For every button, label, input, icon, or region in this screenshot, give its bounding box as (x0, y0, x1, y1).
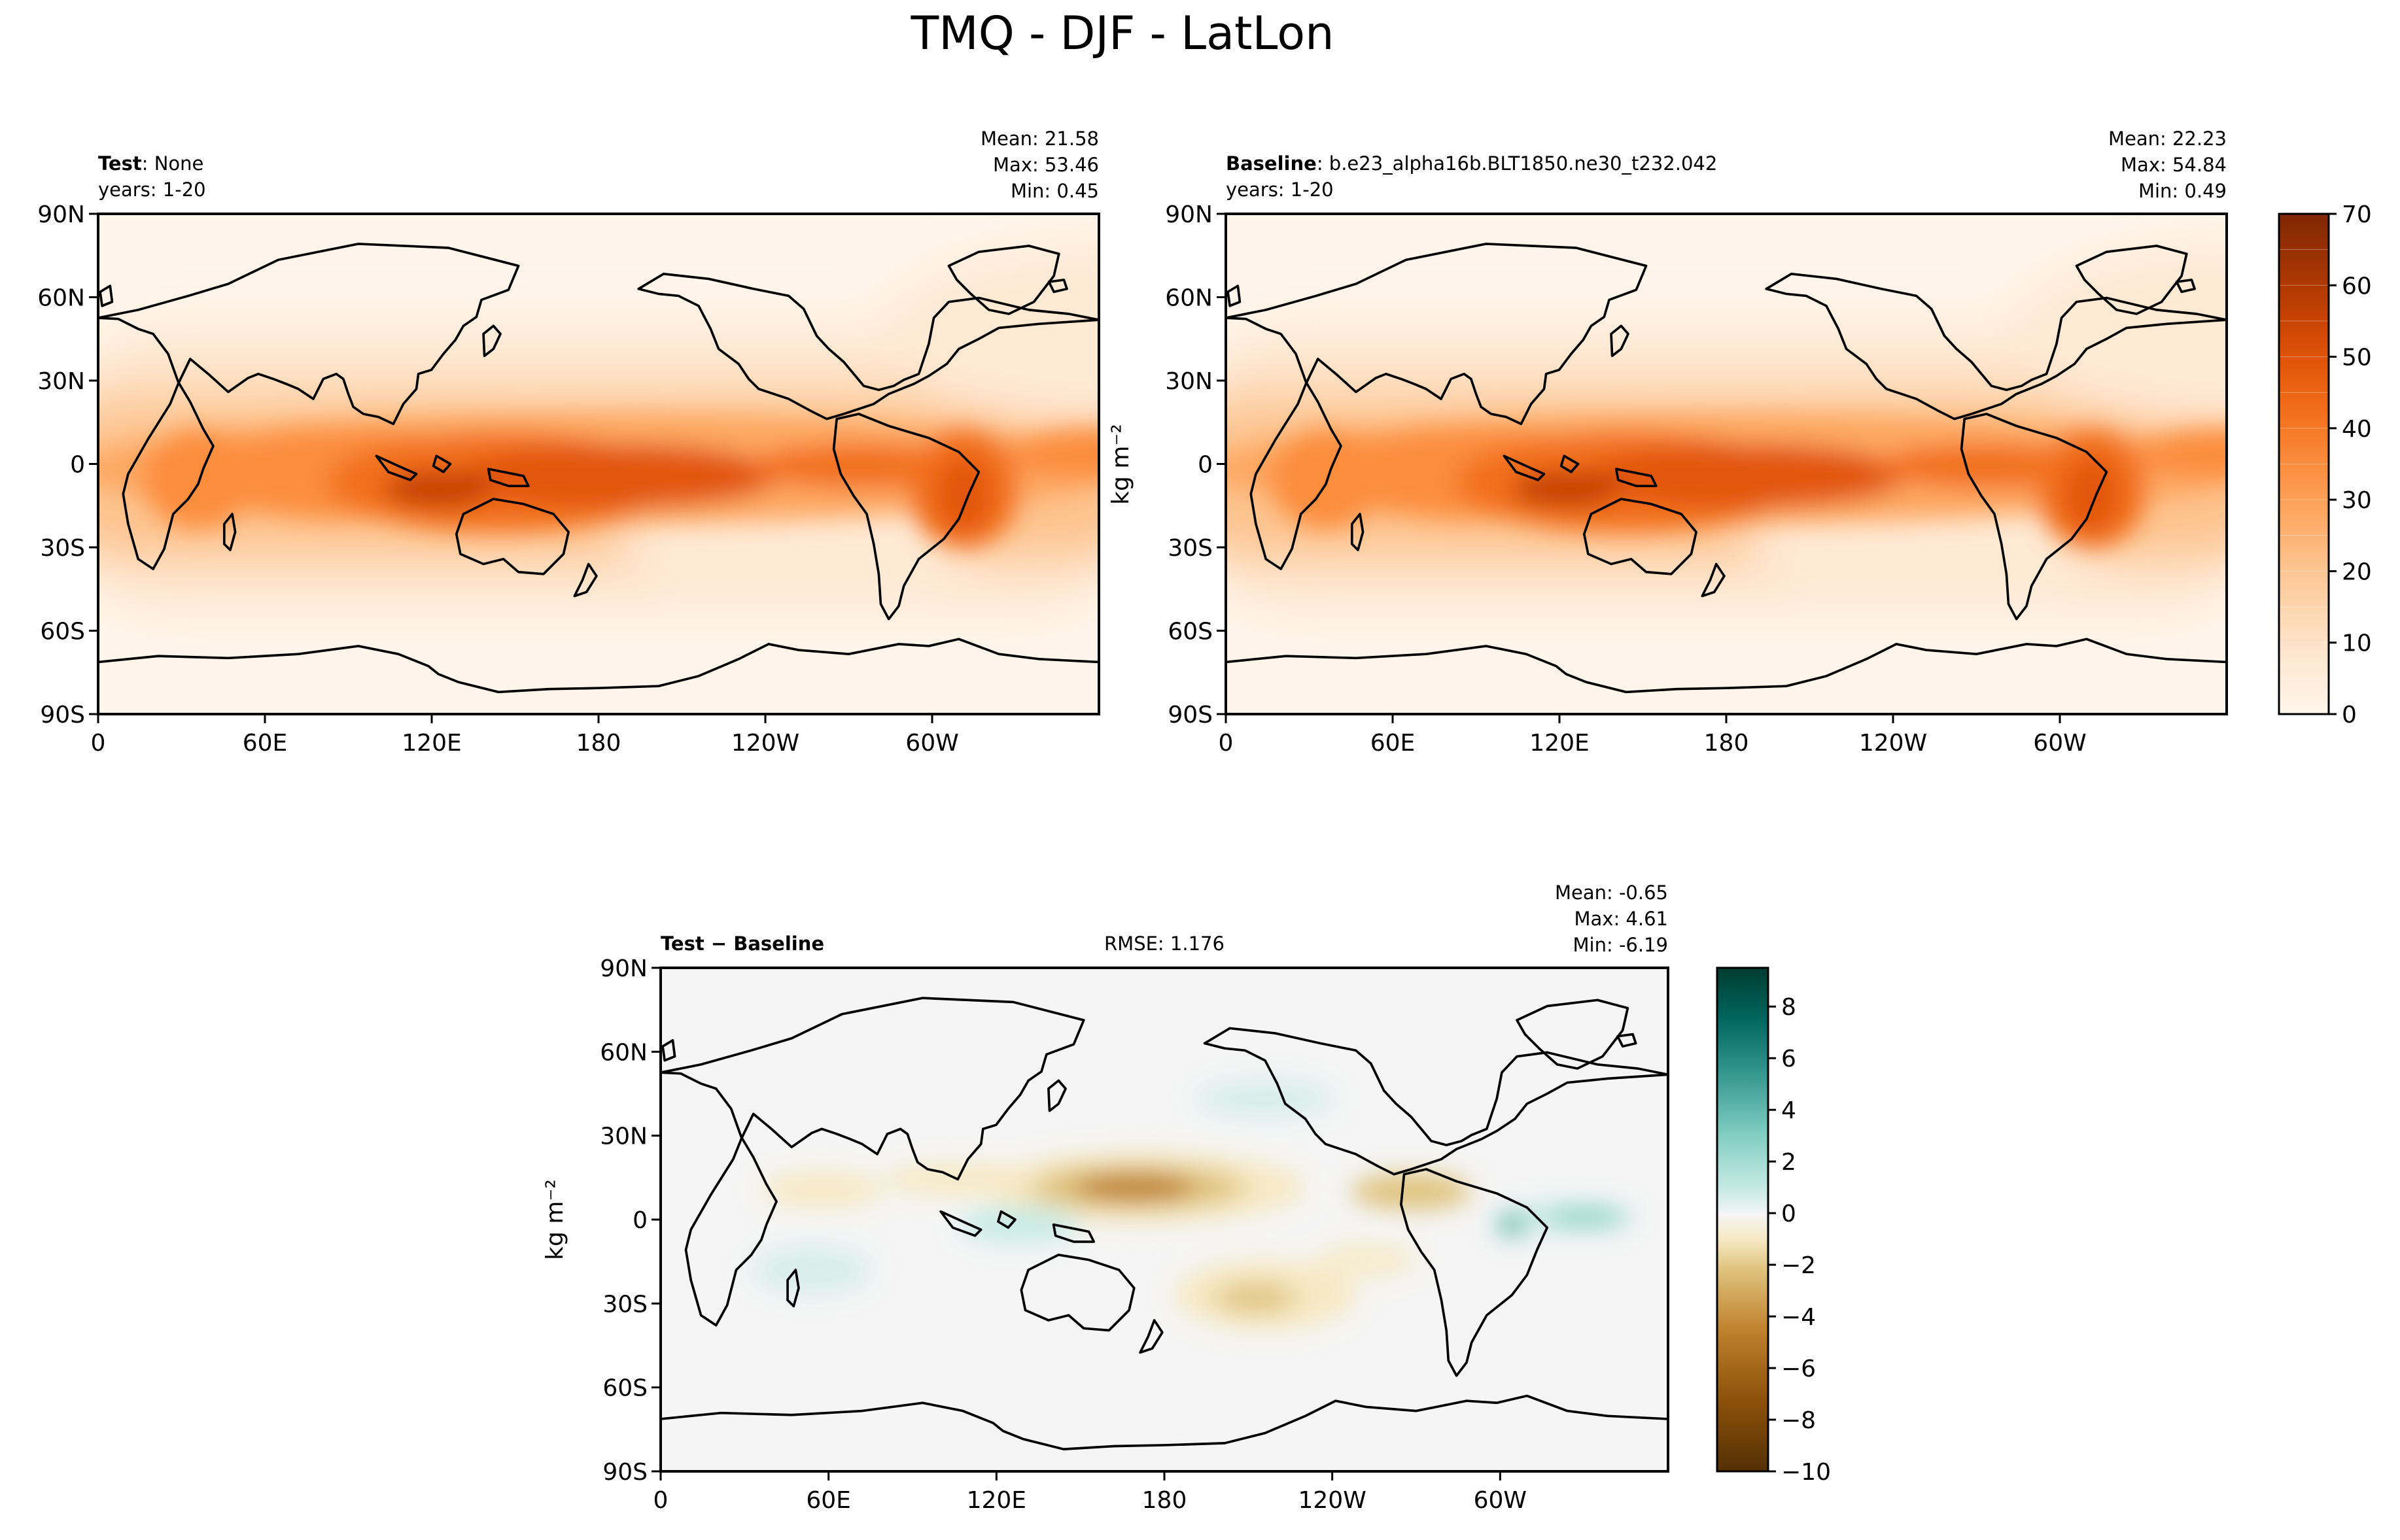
colorbar-main-tick-label: 0 (2342, 702, 2357, 728)
test-mean: Mean: 21.58 (981, 128, 1099, 150)
colorbar-diff-tick-label: 8 (1781, 994, 1796, 1021)
colorbar-diff-frame (1716, 967, 1769, 1473)
baseline-mean: Mean: 22.23 (2108, 128, 2227, 150)
lon-tick-label: 60E (1370, 730, 1416, 757)
colorbar-diff-tick-label: −4 (1781, 1304, 1816, 1331)
lat-tick-label: 0 (1198, 452, 1213, 479)
lon-tick-label: 120E (402, 730, 461, 757)
diff-map (661, 968, 1668, 1471)
baseline-max: Max: 54.84 (2121, 154, 2227, 176)
test-years: years: 1-20 (98, 179, 206, 201)
lon-tick-label: 0 (91, 730, 106, 757)
baseline-map (1226, 214, 2227, 714)
lat-tick-label: 30N (600, 1123, 648, 1150)
diff-min: Min: -6.19 (1573, 934, 1668, 956)
lon-tick-label: 0 (1219, 730, 1234, 757)
lat-tick-label: 30N (1165, 368, 1213, 395)
lat-tick-label: 30S (602, 1291, 648, 1318)
lon-tick-label: 120E (967, 1487, 1026, 1514)
colorbar-main-frame (2278, 213, 2330, 715)
figure-title: TMQ - DJF - LatLon (911, 7, 1334, 60)
colorbar-main: 0 10 20 30 40 50 60 70 (2278, 201, 2372, 728)
colorbar-main-tick-label: 50 (2342, 345, 2372, 371)
colorbar-diff-tick-label: −6 (1781, 1356, 1816, 1382)
colorbar-diff-tick-label: 4 (1781, 1097, 1796, 1124)
test-label: Test: None (98, 152, 203, 175)
colorbar-diff-tick-label: 6 (1781, 1046, 1796, 1072)
lat-tick-label: 30N (37, 368, 85, 395)
lat-tick-label: 60S (602, 1375, 648, 1402)
lat-tick-label: 0 (70, 452, 85, 479)
lat-tick-label: 90S (602, 1459, 648, 1486)
lat-tick-label: 90S (1168, 702, 1213, 728)
colorbar-diff-tick-label: −2 (1781, 1252, 1816, 1279)
lon-tick-label: 120E (1529, 730, 1589, 757)
colorbar-main-tick-label: 30 (2342, 487, 2372, 514)
panel-test: Test: None years: 1-20 Mean: 21.58 Max: … (37, 128, 1100, 757)
colorbar-main-tick-label: 10 (2342, 630, 2372, 657)
colorbar-diff: 8 6 4 2 0 −2 −4 −6 −8 −10 (1716, 967, 1831, 1486)
lat-tick-label: 60N (600, 1039, 648, 1066)
lon-tick-label: 120W (1859, 730, 1927, 757)
lat-tick-label: 90N (600, 955, 648, 982)
colorbar-main-tick-label: 70 (2342, 201, 2372, 228)
test-max: Max: 53.46 (993, 154, 1099, 176)
lon-tick-label: 60W (1474, 1487, 1527, 1514)
lat-tick-label: 60S (40, 619, 85, 645)
lon-tick-label: 120W (1298, 1487, 1366, 1514)
lon-tick-label: 120W (731, 730, 799, 757)
lon-tick-label: 60E (806, 1487, 851, 1514)
lat-tick-label: 60N (1165, 285, 1213, 312)
lat-tick-label: 60S (1168, 619, 1213, 645)
lat-tick-label: 30S (1168, 535, 1213, 562)
colorbar-main-tick-label: 60 (2342, 273, 2372, 299)
diff-units-label: kg m⁻² (542, 1179, 568, 1260)
lat-tick-label: 60N (37, 285, 85, 312)
diff-mean: Mean: -0.65 (1555, 881, 1668, 904)
lon-tick-label: 60W (2033, 730, 2086, 757)
lon-tick-label: 180 (576, 730, 621, 757)
lon-tick-label: 60W (905, 730, 958, 757)
diff-max: Max: 4.61 (1574, 908, 1668, 930)
colorbar-diff-tick-label: 2 (1781, 1149, 1796, 1176)
lon-tick-label: 180 (1142, 1487, 1187, 1514)
lat-tick-label: 30S (40, 535, 85, 562)
colorbar-main-tick-label: 20 (2342, 558, 2372, 585)
baseline-units-label: kg m⁻² (1107, 424, 1134, 505)
panel-diff: Test − Baseline RMSE: 1.176 Mean: -0.65 … (542, 881, 1669, 1514)
diff-rmse: RMSE: 1.176 (1104, 933, 1225, 955)
colorbar-diff-tick-label: −10 (1781, 1459, 1831, 1486)
lat-tick-label: 90S (40, 702, 85, 728)
colorbar-main-fill (2279, 214, 2329, 714)
lat-tick-label: 0 (633, 1207, 648, 1234)
lon-tick-label: 180 (1704, 730, 1749, 757)
colorbar-diff-tick-label: −8 (1781, 1407, 1816, 1434)
panel-baseline: Baseline: b.e23_alpha16b.BLT1850.ne30_t2… (1107, 128, 2228, 757)
lon-tick-label: 60E (243, 730, 288, 757)
baseline-years: years: 1-20 (1226, 179, 1334, 201)
colorbar-diff-tick-label: 0 (1781, 1201, 1796, 1227)
colorbar-diff-fill (1717, 968, 1768, 1471)
test-min: Min: 0.45 (1011, 180, 1099, 202)
baseline-min: Min: 0.49 (2138, 180, 2227, 202)
diff-label: Test − Baseline (661, 933, 824, 955)
lat-tick-label: 90N (1165, 201, 1213, 228)
lon-tick-label: 0 (653, 1487, 669, 1514)
lat-tick-label: 90N (37, 201, 85, 228)
baseline-label: Baseline: b.e23_alpha16b.BLT1850.ne30_t2… (1226, 152, 1717, 175)
colorbar-main-tick-label: 40 (2342, 416, 2372, 443)
